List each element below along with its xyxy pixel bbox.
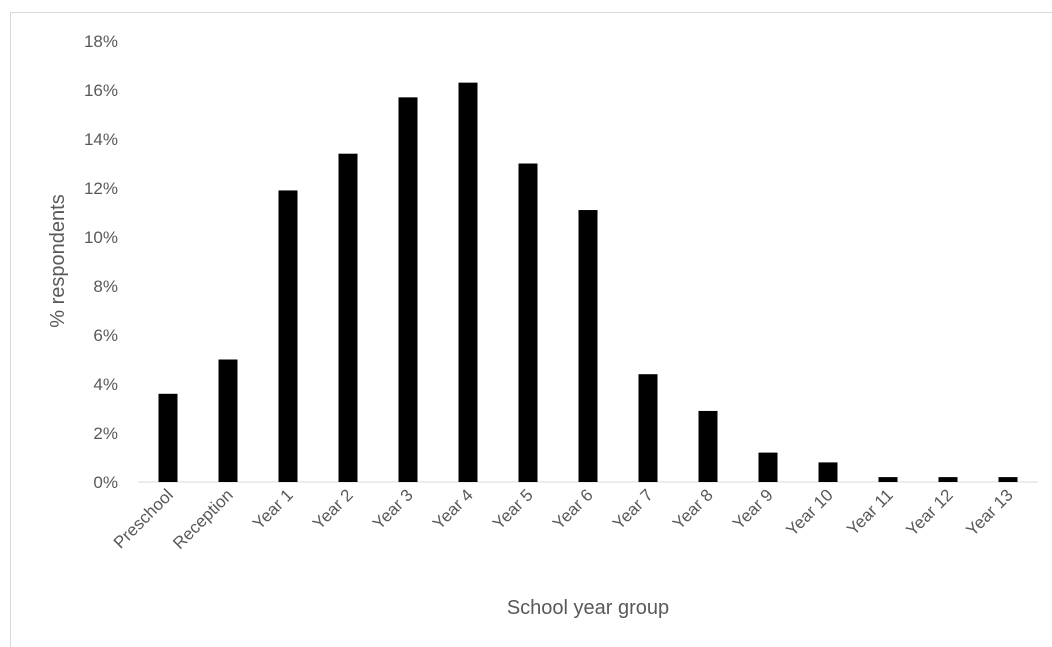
bar	[818, 462, 838, 482]
bar	[458, 82, 478, 483]
x-tick-label: Preschool	[110, 485, 177, 552]
x-tick-label: Year 5	[489, 485, 537, 533]
y-tick-label: 14%	[84, 130, 118, 149]
y-tick-label: 18%	[84, 32, 118, 51]
bar	[938, 477, 958, 482]
bar	[638, 374, 658, 482]
x-tick-label: Year 10	[782, 485, 836, 539]
bar	[218, 359, 238, 482]
x-tick-label: Year 1	[249, 485, 297, 533]
bars	[158, 82, 1018, 483]
y-tick-label: 6%	[93, 326, 118, 345]
x-tick-label: Year 12	[902, 485, 956, 539]
x-tick-label: Year 4	[429, 485, 477, 533]
bar	[758, 452, 778, 482]
x-tick-label: Year 7	[609, 485, 657, 533]
y-axis-title: % respondents	[47, 194, 69, 327]
x-axis-title: School year group	[507, 597, 669, 619]
bar	[398, 97, 418, 482]
x-tick-label: Year 6	[549, 485, 597, 533]
x-tick-label: Year 13	[962, 485, 1016, 539]
y-tick-label: 4%	[93, 375, 118, 394]
bar	[518, 163, 538, 482]
x-tick-label: Year 11	[843, 485, 897, 539]
x-tick-label: Year 8	[669, 485, 717, 533]
x-tick-label: Year 9	[729, 485, 777, 533]
y-tick-label: 8%	[93, 277, 118, 296]
bar	[578, 210, 598, 483]
x-tick-label: Reception	[169, 485, 237, 553]
y-tick-label: 2%	[93, 424, 118, 443]
y-tick-label: 0%	[93, 473, 118, 492]
x-tick-label: Year 2	[309, 485, 357, 533]
y-axis: 0% 2% 4% 6% 8% 10% 12% 14% 16% 18%	[84, 32, 118, 492]
bar	[158, 393, 178, 482]
bar	[698, 410, 718, 482]
y-tick-label: 12%	[84, 179, 118, 198]
bar	[278, 190, 298, 482]
y-tick-label: 10%	[84, 228, 118, 247]
x-tick-label: Year 3	[369, 485, 417, 533]
bar	[998, 477, 1018, 482]
y-tick-label: 16%	[84, 81, 118, 100]
bar	[878, 477, 898, 482]
bar	[338, 153, 358, 482]
